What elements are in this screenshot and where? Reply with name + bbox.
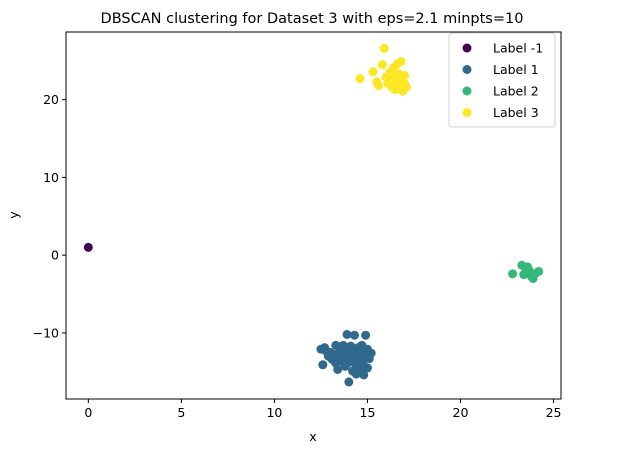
data-point: [361, 330, 371, 340]
data-point: [359, 370, 369, 380]
data-point: [508, 269, 518, 279]
legend-marker: [462, 43, 472, 53]
y-tick-label: 10: [43, 170, 59, 185]
plot-area-frame: [65, 31, 562, 400]
data-point: [344, 351, 354, 361]
y-tick-label: 0: [51, 248, 59, 263]
data-point: [362, 363, 372, 373]
data-point: [379, 43, 389, 53]
data-point: [368, 67, 378, 77]
legend-box: [448, 32, 556, 128]
data-point: [377, 60, 387, 70]
data-point: [400, 71, 410, 81]
x-tick-label: 25: [546, 405, 562, 420]
data-point: [366, 348, 376, 358]
y-axis-label: y: [6, 211, 21, 219]
legend-label: Label 1: [493, 62, 539, 77]
x-tick-label: 20: [453, 405, 469, 420]
data-point: [355, 74, 365, 84]
x-tick-label: 10: [266, 405, 282, 420]
y-tick-label: 20: [43, 92, 59, 107]
chart-title: DBSCAN clustering for Dataset 3 with eps…: [101, 11, 524, 27]
x-ticks: 0 5 10 15 20 25: [84, 399, 562, 420]
x-axis-label: x: [309, 429, 316, 444]
data-point: [318, 360, 328, 370]
data-point: [335, 351, 345, 361]
data-point: [344, 377, 354, 387]
data-point: [374, 81, 384, 91]
data-point: [521, 267, 531, 277]
legend-marker: [462, 65, 472, 74]
data-point: [396, 57, 406, 67]
data-point: [338, 340, 348, 350]
x-tick-label: 0: [84, 405, 92, 420]
points-layer: [83, 43, 544, 387]
x-tick-label: 15: [360, 405, 376, 420]
data-point: [322, 347, 332, 357]
data-point: [83, 242, 93, 252]
data-point: [346, 341, 356, 351]
x-tick-label: 5: [177, 405, 185, 420]
legend-marker: [462, 86, 472, 96]
data-point: [342, 329, 352, 339]
data-point: [402, 82, 412, 92]
y-ticks: −10 0 10 20: [33, 92, 66, 340]
data-point: [333, 364, 343, 374]
data-point: [534, 266, 544, 276]
y-tick-label: −10: [33, 325, 59, 340]
legend: Label -1 Label 1 Label 2 Label 3: [448, 32, 556, 128]
legend-label: Label 2: [493, 84, 539, 99]
legend-label: Label 3: [493, 105, 539, 120]
legend-marker: [462, 108, 472, 117]
data-point: [349, 330, 359, 340]
legend-label: Label -1: [493, 41, 543, 56]
